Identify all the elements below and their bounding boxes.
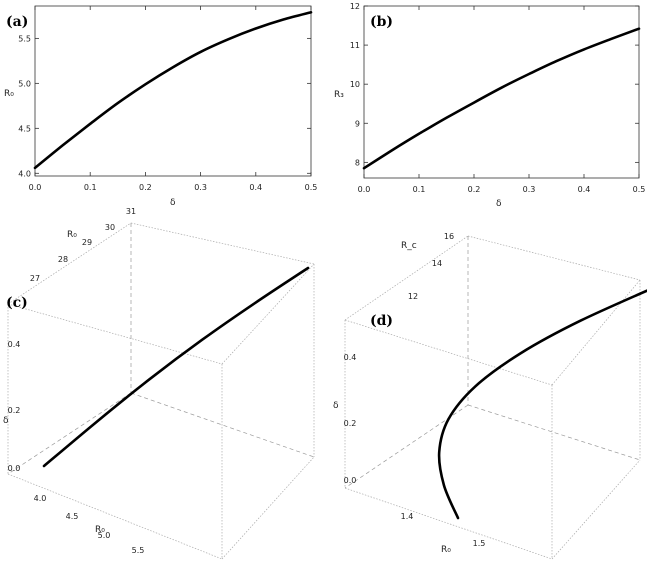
x-axis-label: R₀ xyxy=(441,545,451,555)
x-tick-label: 5.5 xyxy=(132,546,145,555)
panel-d: (d) 1.4 1.5 12 14 16 0.0 0.2 0.4 R_c δ R₀ xyxy=(333,232,647,560)
plot-frame xyxy=(363,5,640,179)
y-tick-label: 28 xyxy=(58,255,68,264)
box-edge xyxy=(221,263,315,365)
x-tick-label: 0.4 xyxy=(249,183,262,192)
tick-labels: 0.0 0.1 0.2 0.3 0.4 0.5 8 9 10 11 12 xyxy=(350,2,646,194)
z-axis-label: δ xyxy=(3,416,9,426)
x-tick-label: 4.5 xyxy=(66,512,79,521)
box-edge xyxy=(7,222,132,305)
y-tick-label: 8 xyxy=(355,158,360,167)
box-edge xyxy=(344,487,553,560)
plot-frame xyxy=(34,5,312,177)
tick-marks xyxy=(363,5,640,178)
x-tick-label: 0.2 xyxy=(468,185,481,194)
y-tick-label: 30 xyxy=(105,223,115,232)
y-tick-label: 12 xyxy=(408,292,418,301)
z-axis-label: δ xyxy=(333,401,339,411)
y-tick-label: 16 xyxy=(444,232,454,241)
y-tick-label: 4.0 xyxy=(18,169,31,178)
tick-labels: 4.0 4.5 5.0 5.5 27 28 29 30 31 0.0 0.2 0.4 xyxy=(8,207,145,555)
y-axis-label: R₀ xyxy=(67,230,77,240)
x-tick-label: 0.4 xyxy=(578,185,591,194)
box-edges xyxy=(7,222,315,560)
z-tick-label: 0.4 xyxy=(344,353,357,362)
series-line xyxy=(42,266,310,468)
box-edge xyxy=(7,473,223,560)
series-line xyxy=(362,27,641,170)
y-tick-label: 5.5 xyxy=(18,34,31,43)
panel-label: (c) xyxy=(6,295,28,311)
panel-label: (b) xyxy=(370,14,393,30)
x-tick-label: 0.1 xyxy=(84,183,97,192)
x-tick-label: 0.5 xyxy=(633,185,646,194)
hidden-edge xyxy=(467,404,641,461)
x-tick-label: 0.1 xyxy=(413,185,426,194)
z-tick-label: 0.2 xyxy=(8,406,21,415)
panel-a: (a) 0.0 0.1 0.2 0.3 0.4 0.5 4.0 4.5 5.0 5.5 R₀ δ xyxy=(4,5,317,208)
y-axis-label: R₀ xyxy=(4,89,14,99)
panel-label: (a) xyxy=(6,14,28,30)
z-tick-label: 0.2 xyxy=(344,419,357,428)
x-tick-label: 0.0 xyxy=(29,183,42,192)
box-edge xyxy=(344,319,553,386)
series-line xyxy=(437,289,647,520)
y-tick-label: 10 xyxy=(350,80,360,89)
series-line xyxy=(33,11,313,170)
x-tick-label: 5.0 xyxy=(98,531,111,540)
x-tick-label: 0.3 xyxy=(523,185,536,194)
hidden-edge xyxy=(7,392,132,475)
box-edges xyxy=(344,235,641,560)
y-tick-label: 4.5 xyxy=(18,124,31,133)
z-tick-label: 0.0 xyxy=(344,476,357,485)
y-tick-label: 5.0 xyxy=(18,79,31,88)
z-tick-label: 0.4 xyxy=(8,340,21,349)
box-edge xyxy=(7,303,223,365)
x-tick-label: 0.2 xyxy=(139,183,152,192)
y-tick-label: 12 xyxy=(350,2,360,11)
y-tick-label: 11 xyxy=(350,41,360,50)
x-tick-label: 0.3 xyxy=(194,183,207,192)
tick-labels: 1.4 1.5 12 14 16 0.0 0.2 0.4 xyxy=(344,232,486,548)
panel-label: (d) xyxy=(370,313,393,329)
x-tick-label: 0.5 xyxy=(305,183,318,192)
y-axis-label: R_c xyxy=(401,241,417,251)
y-axis-label: R₃ xyxy=(334,90,344,100)
x-tick-label: 1.4 xyxy=(401,512,414,521)
y-tick-label: 31 xyxy=(126,207,136,216)
panel-c: (c) 4.0 4.5 5.0 5.5 27 28 29 30 31 0.0 0.2 0.4 R₀ δ… xyxy=(3,207,315,560)
x-tick-label: 4.0 xyxy=(34,494,47,503)
y-tick-label: 27 xyxy=(30,274,40,283)
y-tick-label: 29 xyxy=(82,238,92,247)
box-edge xyxy=(221,456,315,560)
x-tick-label: 1.5 xyxy=(473,539,486,548)
panel-b: (b) 0.0 0.1 0.2 0.3 0.4 0.5 8 9 10 11 12 R₃ δ xyxy=(334,2,645,209)
y-tick-label: 9 xyxy=(355,119,360,128)
box-edge xyxy=(551,459,641,560)
y-tick-label: 14 xyxy=(432,259,442,268)
box-edge xyxy=(344,235,469,321)
x-axis-label: δ xyxy=(170,198,176,208)
tick-labels: 0.0 0.1 0.2 0.3 0.4 0.5 4.0 4.5 5.0 5.5 xyxy=(18,34,317,192)
x-tick-label: 0.0 xyxy=(358,185,371,194)
z-tick-label: 0.0 xyxy=(8,464,21,473)
tick-marks xyxy=(34,6,312,176)
box-edge xyxy=(467,235,641,281)
hidden-edge xyxy=(130,392,315,458)
x-axis-label: δ xyxy=(496,199,502,209)
box-edge xyxy=(551,279,641,386)
box-edge xyxy=(130,222,315,265)
x-axis-label: R₀ xyxy=(95,525,105,535)
